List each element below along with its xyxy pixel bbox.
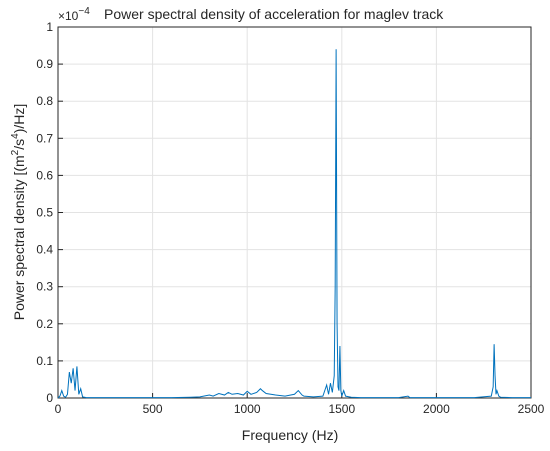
x-tick-label: 1000	[234, 402, 261, 416]
x-axis-label: Frequency (Hz)	[242, 427, 338, 443]
y-tick-label: 0.9	[36, 57, 53, 71]
plot-frame	[57, 26, 532, 399]
y-tick-label: 0.2	[36, 317, 53, 331]
chart-title: Power spectral density of acceleration f…	[104, 6, 444, 22]
y-label-part: Power spectral density [(m	[11, 155, 27, 320]
y-tick-label: 0.6	[36, 168, 53, 182]
y-tick-label: 0.4	[36, 243, 53, 257]
y-tick-label: 1	[46, 20, 53, 34]
data-line	[57, 49, 531, 399]
y-tick-label: 0.1	[36, 354, 53, 368]
x-tick-label: 0	[55, 402, 62, 416]
y-tick-label: 0.3	[36, 280, 53, 294]
y-label-part: /s	[11, 139, 27, 150]
y-multiplier-exponent: −4	[78, 6, 90, 17]
y-tick-label: 0.7	[36, 131, 53, 145]
x-tick-label: 2000	[423, 402, 450, 416]
y-label-part: )/Hz]	[11, 104, 27, 134]
x-tick-label: 1500	[328, 402, 355, 416]
y-tick-label: 0.5	[36, 206, 53, 220]
y-multiplier: ×10−4	[58, 6, 90, 23]
x-tick-label: 2500	[518, 402, 545, 416]
x-tick-label: 500	[143, 402, 163, 416]
y-axis-label: Power spectral density [(m2/s4)/Hz]	[10, 104, 27, 321]
y-tick-label: 0.8	[36, 94, 53, 108]
y-label-superscript: 4	[10, 133, 21, 139]
y-label-superscript: 2	[10, 149, 21, 155]
y-tick-label: 0	[46, 391, 53, 405]
y-multiplier-base: ×10	[58, 9, 79, 23]
